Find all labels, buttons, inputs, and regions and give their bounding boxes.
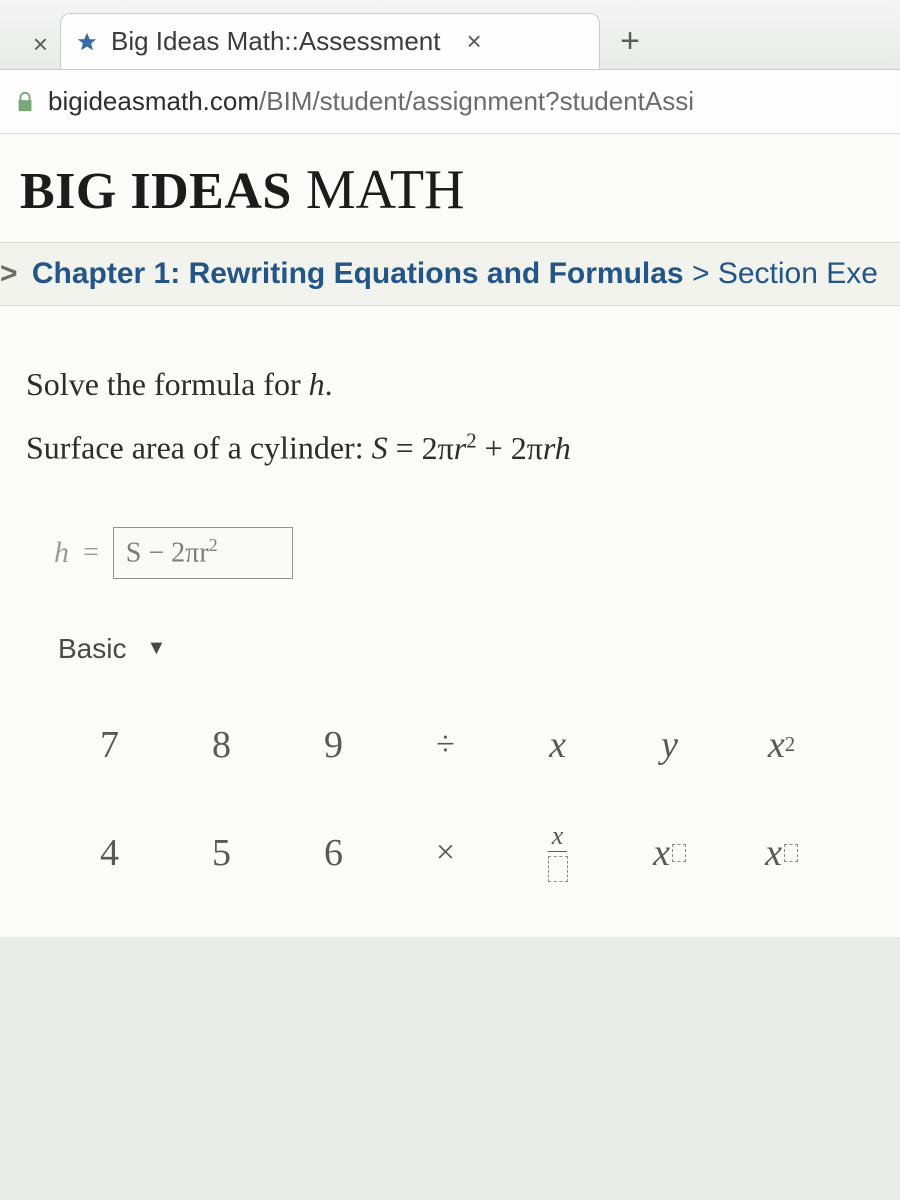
keypad-key-exp2[interactable]: x2 [726, 691, 838, 799]
answer-row: h = S − 2πr2 [54, 527, 874, 579]
question-area: Solve the formula for h. Surface area of… [0, 306, 900, 937]
previous-tab-close-button[interactable]: × [0, 19, 60, 69]
url-text: bigideasmath.com/BIM/student/assignment?… [48, 86, 694, 117]
keypad-key-9[interactable]: 9 [278, 691, 390, 799]
question-variable: h [309, 366, 325, 402]
breadcrumb-chapter-link[interactable]: Chapter 1: Rewriting Equations and Formu… [32, 257, 684, 290]
keypad-key-expbox[interactable]: x [614, 799, 726, 907]
formula-S: S [372, 430, 388, 466]
keypad-key-7[interactable]: 7 [54, 691, 166, 799]
keypad-key-subbox[interactable]: x [726, 799, 838, 907]
new-tab-button[interactable]: + [600, 13, 660, 69]
question-formula: Surface area of a cylinder: S = 2πr2 + 2… [26, 429, 874, 467]
keypad-key-x[interactable]: x [502, 691, 614, 799]
keypad-key-y[interactable]: y [614, 691, 726, 799]
formula-rhs: 2πr2 + 2πrh [422, 430, 571, 466]
keypad-row: 456×xxx [54, 799, 874, 907]
keypad-key-5[interactable]: 5 [166, 799, 278, 907]
keypad-key-÷[interactable]: ÷ [390, 691, 502, 799]
plus-icon: + [620, 22, 640, 61]
question-text-post: . [325, 366, 333, 402]
math-keypad: Basic ▼ 789÷xyx2456×xxx [54, 625, 874, 907]
keypad-grid: 789÷xyx2456×xxx [54, 691, 874, 907]
brand-right: MATH [306, 158, 465, 222]
keypad-key-6[interactable]: 6 [278, 799, 390, 907]
browser-tab-active[interactable]: Big Ideas Math::Assessment × [60, 13, 600, 69]
answer-input[interactable]: S − 2πr2 [113, 527, 293, 579]
keypad-mode-label: Basic [58, 633, 126, 665]
url-domain: bigideasmath.com [48, 86, 259, 116]
formula-label: Surface area of a cylinder: [26, 430, 372, 466]
close-icon: × [33, 29, 48, 60]
keypad-key-×[interactable]: × [390, 799, 502, 907]
answer-input-value: S − 2πr2 [126, 535, 218, 569]
tab-close-button[interactable]: × [466, 26, 481, 57]
brand-left: BIG IDEAS [20, 162, 292, 221]
keypad-key-8[interactable]: 8 [166, 691, 278, 799]
keypad-key-frac[interactable]: x [502, 799, 614, 907]
answer-variable-label: h [54, 536, 69, 570]
browser-tab-strip: × Big Ideas Math::Assessment × + [0, 0, 900, 70]
question-text: Solve the formula for [26, 366, 309, 402]
chevron-icon: > [0, 257, 24, 290]
answer-equals: = [83, 537, 99, 569]
formula-eq: = [388, 430, 422, 466]
site-brand: BIG IDEAS MATH [0, 134, 900, 242]
page-content: BIG IDEAS MATH > Chapter 1: Rewriting Eq… [0, 134, 900, 937]
breadcrumb: > Chapter 1: Rewriting Equations and For… [0, 242, 900, 306]
tab-title: Big Ideas Math::Assessment [111, 26, 440, 57]
favicon-icon [75, 30, 99, 54]
keypad-mode-selector[interactable]: Basic ▼ [54, 625, 874, 679]
keypad-row: 789÷xyx2 [54, 691, 874, 799]
lock-icon [14, 91, 36, 113]
chevron-down-icon: ▼ [146, 637, 166, 660]
url-path: /BIM/student/assignment?studentAssi [259, 86, 694, 116]
keypad-key-4[interactable]: 4 [54, 799, 166, 907]
browser-address-bar[interactable]: bigideasmath.com/BIM/student/assignment?… [0, 70, 900, 134]
question-line-1: Solve the formula for h. [26, 366, 874, 403]
breadcrumb-separator: > [684, 257, 718, 290]
breadcrumb-section-link[interactable]: Section Exe [718, 257, 878, 290]
